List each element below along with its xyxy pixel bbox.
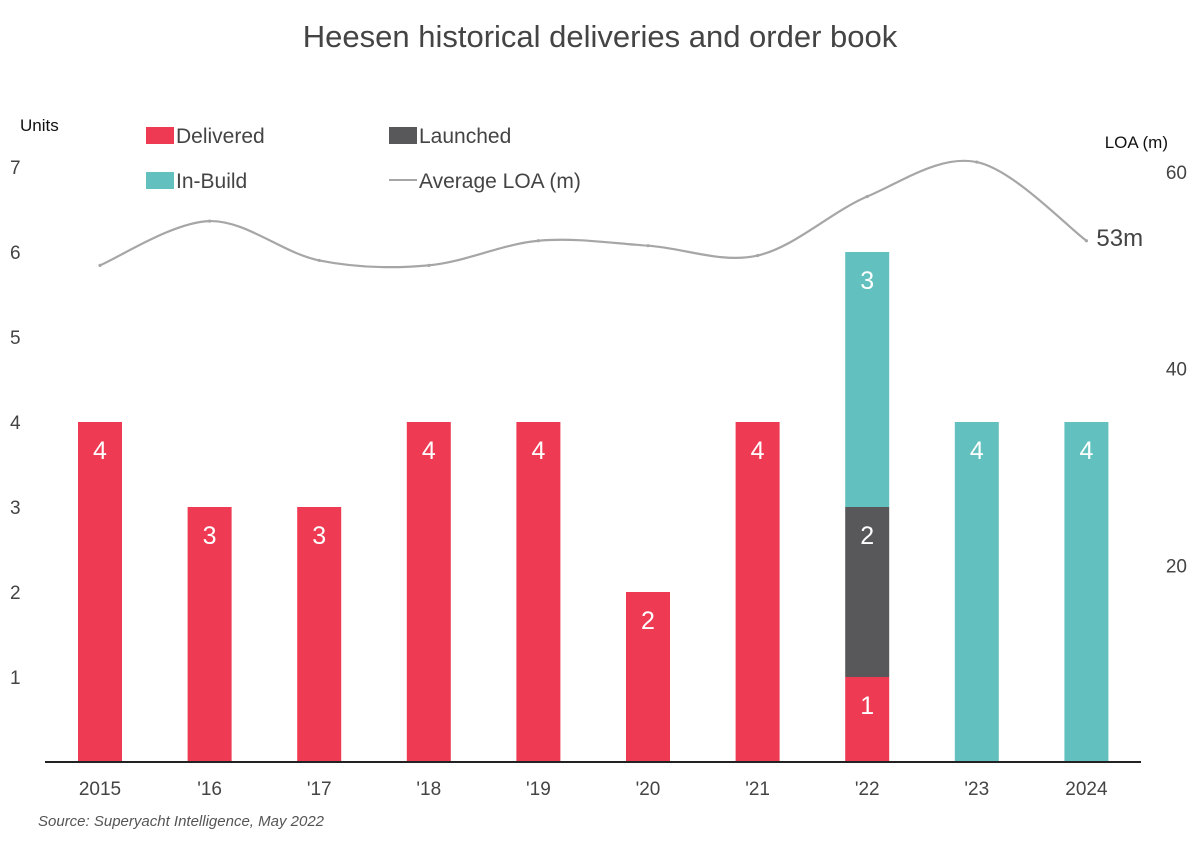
legend-label-launched: Launched <box>419 125 511 148</box>
average-loa-point <box>646 244 650 248</box>
y-left-tick-label: 2 <box>10 583 21 604</box>
bar-value-label: 4 <box>751 437 765 465</box>
legend-swatch-delivered <box>146 127 174 144</box>
x-tick-label: '18 <box>416 779 441 800</box>
legend-swatch-in-build <box>146 172 174 189</box>
legend: Delivered Launched In-Build Average LOA … <box>146 125 581 193</box>
x-tick-label: '19 <box>526 779 551 800</box>
y-right-tick-label: 60 <box>1166 163 1187 184</box>
bar-delivered <box>78 422 122 762</box>
average-loa-point <box>208 219 212 223</box>
source-note: Source: Superyacht Intelligence, May 202… <box>38 813 325 830</box>
y-left-tick-label: 5 <box>10 328 21 349</box>
bar-delivered <box>187 507 232 762</box>
x-tick-label: '17 <box>307 779 332 800</box>
bar-value-label: 1 <box>860 692 874 720</box>
y-right-tick-label: 40 <box>1166 360 1187 381</box>
x-tick-label: '21 <box>745 779 770 800</box>
bar-value-label: 4 <box>970 437 984 465</box>
bar-delivered <box>845 677 890 762</box>
x-tick-label: '20 <box>636 779 661 800</box>
average-loa-point <box>756 253 760 258</box>
average-loa-end-label: 53m <box>1096 225 1143 252</box>
x-axis-ticks: 2015 '16 '17 '18 '19 '20 '21 '22 '23 2024 <box>79 779 1108 800</box>
average-loa-line-group: 53m <box>98 159 1143 269</box>
bar-delivered <box>626 592 670 762</box>
bar-in-build <box>954 422 999 762</box>
legend-swatch-launched <box>389 127 417 144</box>
x-tick-label: 2024 <box>1065 779 1108 800</box>
bar-in-build <box>845 252 890 507</box>
y-right-tick-label: 20 <box>1166 556 1187 577</box>
legend-label-delivered: Delivered <box>176 125 265 148</box>
bars <box>78 252 1109 762</box>
legend-label-in-build: In-Build <box>176 170 247 193</box>
x-tick-label: '22 <box>855 779 880 800</box>
y-left-ticks: 1 2 3 4 5 6 7 <box>10 158 21 689</box>
bar-value-label: 2 <box>860 522 874 550</box>
average-loa-point <box>98 263 102 267</box>
y-left-tick-label: 6 <box>10 243 21 264</box>
y-right-axis-label: LOA (m) <box>1105 133 1168 152</box>
bar-value-label: 4 <box>1079 437 1093 465</box>
bar-delivered <box>735 422 780 762</box>
bar-value-label: 3 <box>312 522 326 550</box>
x-tick-label: '23 <box>964 779 989 800</box>
bar-value-label: 2 <box>641 607 655 635</box>
bar-launched <box>845 507 890 677</box>
bar-labels: 4 3 3 4 4 2 4 1 2 3 4 4 <box>93 267 1093 720</box>
x-tick-label: 2015 <box>79 779 121 800</box>
average-loa-point <box>427 263 431 267</box>
bar-value-label: 4 <box>531 437 545 465</box>
bar-in-build <box>1064 422 1109 762</box>
bar-value-label: 3 <box>860 267 874 295</box>
average-loa-line <box>99 159 1088 269</box>
bar-delivered <box>406 422 451 762</box>
legend-label-average-loa: Average LOA (m) <box>419 170 581 193</box>
bar-value-label: 4 <box>422 437 436 465</box>
average-loa-point <box>536 239 541 243</box>
y-left-tick-label: 1 <box>10 668 21 689</box>
average-loa-point <box>975 160 979 164</box>
y-left-tick-label: 3 <box>10 498 21 519</box>
x-tick-label: '16 <box>197 779 222 800</box>
y-left-tick-label: 7 <box>10 158 21 179</box>
y-left-axis-label: Units <box>20 116 59 135</box>
average-loa-point <box>865 194 869 199</box>
bar-value-label: 3 <box>203 522 217 550</box>
bar-delivered <box>297 507 342 762</box>
y-right-ticks: 20 40 60 <box>1166 163 1187 577</box>
bar-delivered <box>516 422 561 762</box>
y-left-tick-label: 4 <box>10 413 21 434</box>
chart-title: Heesen historical deliveries and order b… <box>303 19 898 54</box>
bar-value-label: 4 <box>93 437 107 465</box>
average-loa-point <box>317 258 321 263</box>
average-loa-point <box>1084 239 1088 243</box>
